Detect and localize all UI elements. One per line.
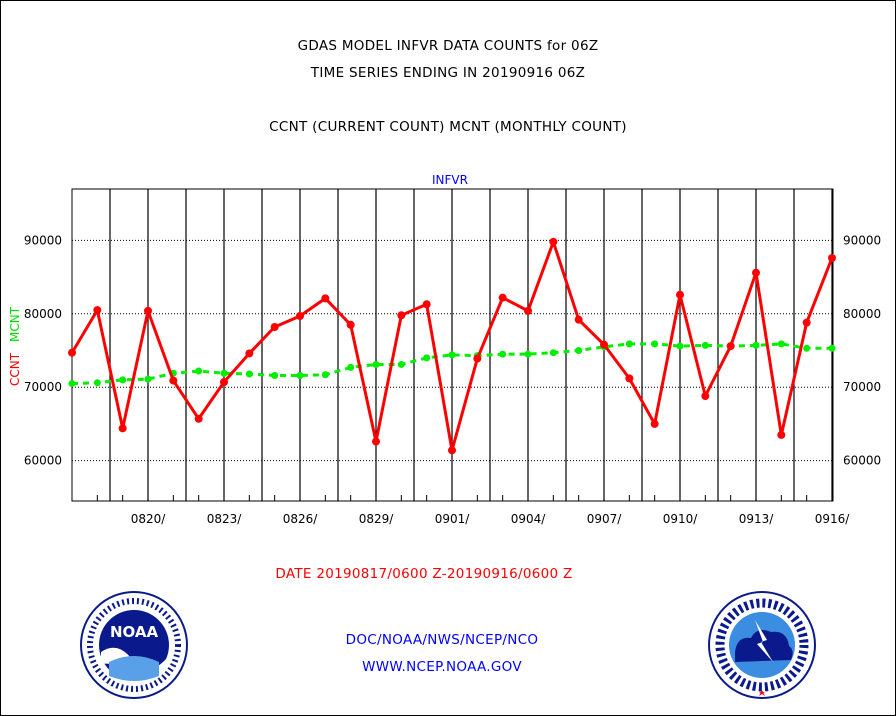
y-tick-label-left: 80000: [24, 307, 62, 321]
ccnt-point: [473, 354, 482, 363]
title-line-2: TIME SERIES ENDING IN 20190916 06Z: [310, 65, 586, 81]
mcnt-point: [499, 350, 507, 358]
x-ticks: 0820/0823/0826/0829/0901/0904/0907/0910/…: [71, 495, 851, 526]
y-tick-label-right: 70000: [843, 380, 881, 394]
y-tick-label-right: 80000: [843, 307, 881, 321]
mcnt-point: [68, 380, 76, 388]
series-ccnt: [68, 237, 836, 455]
x-tick-label: 0916/: [815, 512, 851, 526]
nws-logo-icon: [708, 591, 816, 699]
x-tick-label: 0910/: [663, 512, 699, 526]
x-tick-label: 0826/: [283, 512, 319, 526]
mcnt-point: [144, 375, 152, 383]
x-tick-label: 0820/: [131, 512, 167, 526]
y-tick-label-left: 90000: [24, 233, 62, 247]
mcnt-point: [524, 350, 532, 358]
mcnt-point: [195, 367, 203, 375]
ccnt-point: [574, 315, 583, 324]
org-text: DOC/NOAA/NWS/NCEP/NCO: [345, 632, 539, 648]
mcnt-point: [676, 342, 684, 350]
mcnt-point: [575, 347, 583, 355]
series-layer: [68, 237, 836, 455]
ccnt-point: [144, 306, 152, 315]
ccnt-point: [549, 237, 558, 246]
ccnt-point: [524, 306, 532, 315]
mcnt-point: [372, 360, 380, 368]
mcnt-point: [828, 344, 836, 352]
ccnt-point: [701, 392, 710, 401]
ccnt-point: [625, 374, 634, 383]
ccnt-point: [93, 306, 102, 315]
ccnt-point: [118, 424, 127, 433]
ccnt-point: [270, 323, 279, 332]
mcnt-point: [752, 341, 760, 349]
ccnt-point: [372, 437, 380, 446]
mcnt-point: [271, 371, 279, 379]
mcnt-point: [119, 376, 127, 384]
title-line-1: GDAS MODEL INFVR DATA COUNTS for 06Z: [297, 38, 599, 54]
x-tick-label: 0823/: [207, 512, 243, 526]
mcnt-point: [296, 371, 304, 379]
ccnt-point: [448, 446, 456, 455]
ccnt-point: [346, 320, 355, 329]
ccnt-point: [726, 342, 735, 351]
ccnt-point: [650, 419, 659, 428]
ccnt-point: [777, 430, 786, 439]
mcnt-point: [625, 340, 633, 348]
mcnt-point: [803, 344, 811, 352]
mcnt-point: [347, 363, 355, 371]
y-tick-label-left: 70000: [24, 380, 62, 394]
mcnt-point: [701, 341, 709, 349]
y-tick-label-left: 60000: [24, 454, 62, 468]
x-tick-label: 0913/: [739, 512, 775, 526]
url-text[interactable]: WWW.NCEP.NOAA.GOV: [362, 659, 522, 675]
title-line-3: CCNT (CURRENT COUNT) MCNT (MONTHLY COUNT…: [269, 119, 627, 135]
mcnt-point: [245, 370, 253, 378]
y-label-mcnt: MCNT: [8, 306, 22, 342]
ccnt-point: [802, 318, 811, 327]
x-tick-label: 0829/: [359, 512, 395, 526]
ccnt-point: [828, 254, 836, 263]
ccnt-point: [194, 414, 203, 423]
y-ticks-right: 60000 70000 80000 90000: [843, 233, 881, 467]
x-tick-label: 0907/: [587, 512, 623, 526]
mcnt-point: [777, 340, 785, 348]
ccnt-point: [397, 311, 406, 320]
mcnt-point: [549, 349, 557, 357]
mcnt-point: [448, 351, 456, 359]
vertical-grid: [109, 189, 833, 501]
ccnt-point: [169, 376, 178, 385]
x-tick-label: 0901/: [435, 512, 471, 526]
ccnt-point: [600, 340, 608, 349]
noaa-logo-text: NOAA: [110, 623, 159, 641]
y-tick-label-right: 90000: [843, 233, 881, 247]
mcnt-point: [423, 354, 431, 362]
ccnt-point: [245, 349, 254, 358]
mcnt-point: [397, 360, 405, 368]
y-tick-label-right: 60000: [843, 454, 881, 468]
ccnt-point: [498, 293, 507, 302]
ccnt-point: [220, 378, 228, 387]
y-label-ccnt: CCNT: [8, 352, 22, 386]
ccnt-point: [752, 268, 760, 277]
x-tick-label: 0904/: [511, 512, 547, 526]
ccnt-point: [296, 312, 304, 321]
date-range: DATE 20190817/0600 Z-20190916/0600 Z: [275, 566, 573, 582]
y-ticks-left: 60000 70000 80000 90000: [24, 233, 62, 467]
horizontal-grid: [72, 239, 833, 462]
ccnt-point: [68, 348, 76, 357]
mcnt-point: [321, 371, 329, 379]
mcnt-point: [651, 340, 659, 348]
mcnt-point: [220, 369, 228, 377]
ccnt-point: [321, 294, 330, 303]
ccnt-point: [422, 300, 431, 309]
plot-title: INFVR: [432, 173, 468, 187]
mcnt-point: [93, 379, 101, 387]
ccnt-point: [676, 290, 684, 299]
noaa-logo-icon: NOAA: [80, 591, 188, 699]
